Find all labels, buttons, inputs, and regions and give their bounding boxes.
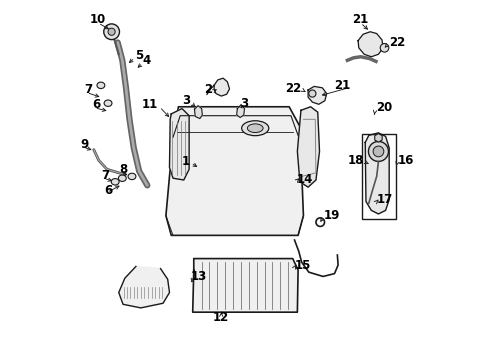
Text: 12: 12 [213, 311, 229, 324]
Text: 22: 22 [388, 36, 405, 49]
Polygon shape [236, 105, 244, 117]
Text: 4: 4 [142, 54, 151, 67]
Polygon shape [214, 78, 229, 96]
Text: 3: 3 [240, 97, 248, 110]
Ellipse shape [247, 124, 263, 132]
Text: 20: 20 [375, 102, 391, 114]
Text: 8: 8 [119, 163, 127, 176]
Ellipse shape [128, 173, 136, 180]
Text: 7: 7 [101, 169, 109, 182]
Polygon shape [119, 266, 169, 308]
Text: 6: 6 [92, 99, 100, 112]
Circle shape [308, 90, 315, 97]
Polygon shape [192, 258, 298, 312]
Text: 16: 16 [397, 154, 414, 167]
Polygon shape [194, 106, 202, 118]
Circle shape [108, 28, 115, 35]
Ellipse shape [241, 121, 268, 136]
Text: 11: 11 [142, 98, 158, 111]
Text: 6: 6 [104, 184, 113, 197]
Text: 14: 14 [296, 173, 312, 186]
Polygon shape [169, 109, 189, 180]
Circle shape [380, 44, 388, 52]
Polygon shape [365, 133, 388, 214]
Ellipse shape [118, 175, 126, 181]
Polygon shape [357, 32, 382, 57]
Text: 18: 18 [347, 154, 364, 167]
Polygon shape [165, 107, 303, 235]
Circle shape [372, 146, 383, 157]
Text: 5: 5 [135, 49, 143, 62]
Polygon shape [297, 107, 319, 187]
Text: 19: 19 [323, 209, 340, 222]
Text: 13: 13 [190, 270, 206, 283]
Polygon shape [307, 86, 326, 104]
Text: 15: 15 [294, 258, 310, 271]
Text: 10: 10 [90, 13, 106, 27]
Circle shape [103, 24, 119, 40]
Ellipse shape [97, 82, 104, 89]
Text: 17: 17 [376, 193, 392, 206]
Text: 3: 3 [182, 94, 190, 107]
Text: 21: 21 [333, 79, 349, 92]
Ellipse shape [111, 179, 119, 185]
Text: 22: 22 [285, 82, 301, 95]
Text: 7: 7 [84, 84, 92, 96]
Text: 1: 1 [182, 155, 190, 168]
Ellipse shape [104, 100, 112, 107]
Text: 21: 21 [352, 13, 368, 27]
Circle shape [367, 141, 387, 161]
Text: 9: 9 [80, 138, 88, 151]
Text: 2: 2 [204, 84, 212, 96]
